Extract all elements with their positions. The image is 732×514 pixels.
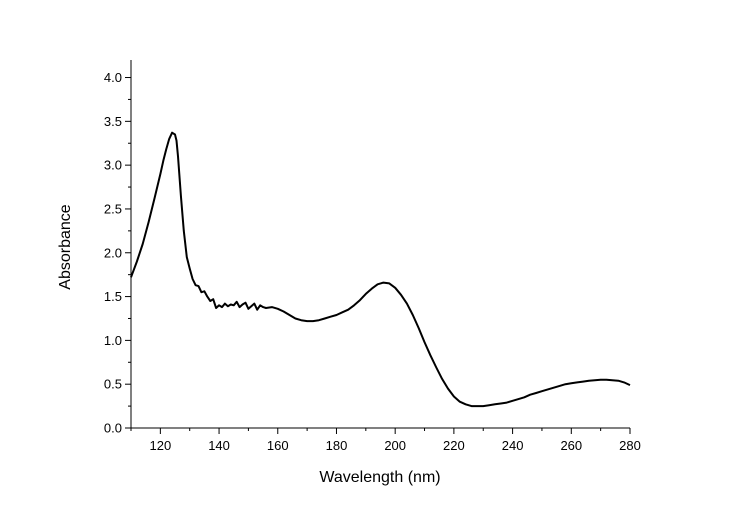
y-tick-label: 2.5 xyxy=(104,201,122,216)
x-tick-label: 180 xyxy=(326,438,348,453)
y-tick-label: 2.0 xyxy=(104,245,122,260)
x-tick-label: 260 xyxy=(560,438,582,453)
axes xyxy=(130,60,630,429)
y-tick-label: 1.5 xyxy=(104,289,122,304)
y-tick-label: 1.0 xyxy=(104,333,122,348)
x-tick-label: 140 xyxy=(208,438,230,453)
x-axis-ticks: 120 140 160 180 200 220 240 260 280 xyxy=(130,428,641,453)
y-axis-title: Absorbance xyxy=(57,204,74,289)
x-tick-label: 200 xyxy=(384,438,406,453)
y-tick-label: 4.0 xyxy=(104,70,122,85)
x-tick-label: 280 xyxy=(619,438,641,453)
x-tick-label: 240 xyxy=(502,438,524,453)
y-tick-label: 0.0 xyxy=(104,421,122,436)
x-tick-label: 160 xyxy=(267,438,289,453)
absorbance-series-line xyxy=(130,131,631,408)
y-tick-label: 3.5 xyxy=(104,114,122,129)
y-tick-label: 3.0 xyxy=(104,158,122,173)
y-tick-label: 0.5 xyxy=(104,377,122,392)
x-axis-title: Wavelength (nm) xyxy=(319,469,440,486)
x-tick-label: 120 xyxy=(150,438,172,453)
x-tick-label: 220 xyxy=(443,438,465,453)
y-axis-ticks: 0.0 0.5 1.0 1.5 2.0 2.5 3.0 3.5 4.0 xyxy=(104,70,131,436)
series-layer xyxy=(130,131,631,408)
